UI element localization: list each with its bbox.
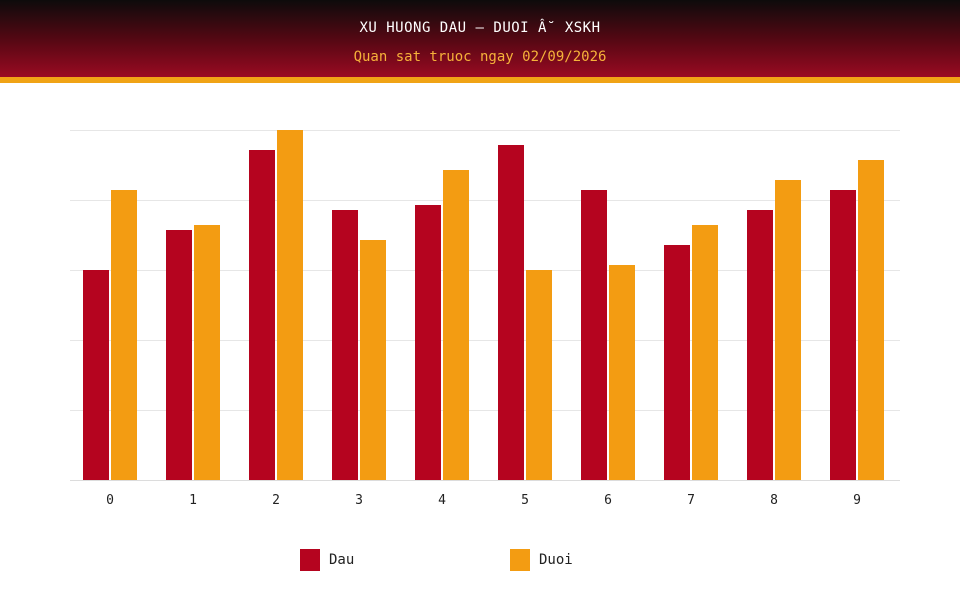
legend: Dau Duoi (0, 549, 960, 573)
bar-dau-1 (166, 230, 192, 480)
bar-dau-8 (747, 210, 773, 480)
legend-swatch-dau (300, 549, 320, 571)
x-tick-labels: 0 1 2 3 4 5 6 7 8 9 (106, 493, 861, 508)
bar-duoi-8 (775, 180, 801, 480)
x-tick-label-5: 5 (521, 493, 529, 508)
bar-dau-6 (581, 190, 607, 480)
legend-label-dau: Dau (329, 552, 355, 568)
bar-dau-2 (249, 150, 275, 480)
bar-duoi-5 (526, 270, 552, 480)
bar-dau-9 (830, 190, 856, 480)
chart-subtitle: Quan sat truoc ngay 02/09/2026 (353, 49, 607, 65)
x-tick-label-1: 1 (189, 493, 197, 508)
bar-duoi-3 (360, 240, 386, 480)
x-tick-label-7: 7 (687, 493, 695, 508)
bar-duoi-7 (692, 225, 718, 480)
bar-duoi-9 (858, 160, 884, 480)
bar-duoi-0 (111, 190, 137, 480)
legend-swatch-duoi (510, 549, 530, 571)
x-tick-label-8: 8 (770, 493, 778, 508)
bar-duoi-6 (609, 265, 635, 480)
bar-duoi-1 (194, 225, 220, 480)
bar-duoi-2 (277, 130, 303, 480)
x-tick-label-6: 6 (604, 493, 612, 508)
bar-duoi-4 (443, 170, 469, 480)
x-tick-label-2: 2 (272, 493, 280, 508)
legend-label-duoi: Duoi (539, 552, 573, 568)
bar-dau-0 (83, 270, 109, 480)
chart-header: XU HUONG DAU – DUOI Â˘ XSKH Quan sat tru… (0, 0, 960, 83)
bar-dau-3 (332, 210, 358, 480)
bars (83, 130, 884, 480)
x-tick-label-9: 9 (853, 493, 861, 508)
x-tick-label-0: 0 (106, 493, 114, 508)
x-tick-label-4: 4 (438, 493, 446, 508)
bar-dau-4 (415, 205, 441, 480)
chart-title: XU HUONG DAU – DUOI Â˘ XSKH (359, 20, 601, 36)
bar-dau-7 (664, 245, 690, 480)
x-tick-label-3: 3 (355, 493, 363, 508)
bar-dau-5 (498, 145, 524, 480)
